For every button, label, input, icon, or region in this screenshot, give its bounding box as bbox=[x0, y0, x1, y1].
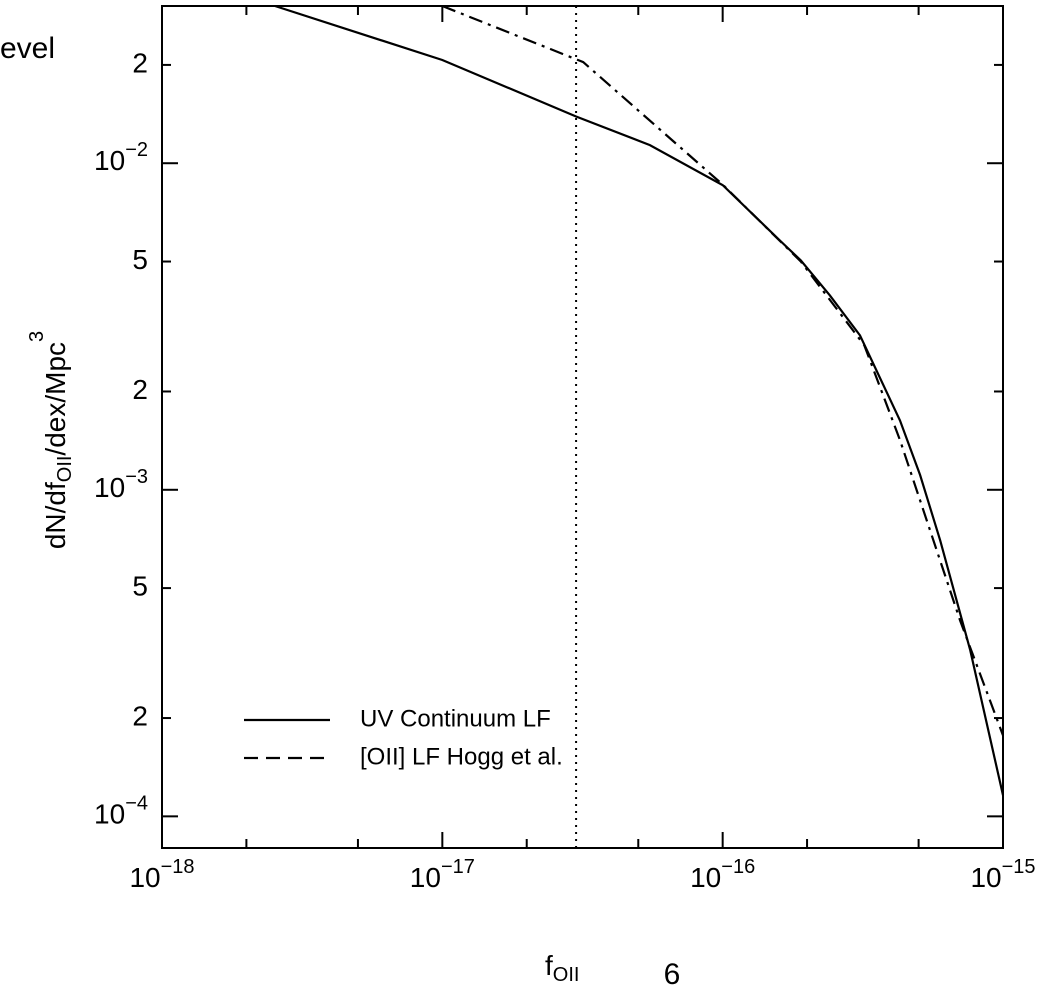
y-axis-label-part: /dex/Mpc bbox=[40, 342, 71, 456]
y-axis-label-part: OII bbox=[54, 456, 76, 483]
y-axis-label-part: dN/df bbox=[40, 482, 71, 549]
y-axis-label-part: 3 bbox=[26, 331, 48, 342]
x-axis-label-part: f bbox=[545, 950, 553, 981]
x-axis-label: fOII bbox=[545, 950, 579, 986]
plot-frame bbox=[161, 5, 1004, 849]
y-tick-label: 5 bbox=[132, 244, 148, 275]
x-tick-label: 10−16 bbox=[690, 856, 755, 893]
x-tick-label: 10−17 bbox=[410, 856, 475, 893]
series-line bbox=[441, 4, 1005, 736]
y-tick-label: 10−4 bbox=[94, 793, 148, 830]
y-tick-label: 2 bbox=[132, 47, 148, 78]
y-tick-label: 5 bbox=[132, 570, 148, 601]
x-tick-label: 10−18 bbox=[129, 856, 194, 893]
legend-label: [OII] LF Hogg et al. bbox=[360, 743, 563, 770]
y-axis-label: dN/dfOII/dex/Mpc3 bbox=[26, 331, 76, 549]
page-number: 6 bbox=[664, 958, 681, 991]
legend-label: UV Continuum LF bbox=[360, 705, 551, 732]
y-tick-label: 2 bbox=[132, 700, 148, 731]
x-tick-label: 10−15 bbox=[970, 856, 1035, 893]
x-axis-label-part: OII bbox=[553, 964, 580, 986]
y-tick-label: 10−3 bbox=[94, 466, 148, 503]
y-tick-label: 10−2 bbox=[94, 140, 148, 177]
header-fragment: evel bbox=[0, 32, 55, 65]
y-tick-label: 2 bbox=[132, 374, 148, 405]
series-line bbox=[274, 4, 1005, 796]
